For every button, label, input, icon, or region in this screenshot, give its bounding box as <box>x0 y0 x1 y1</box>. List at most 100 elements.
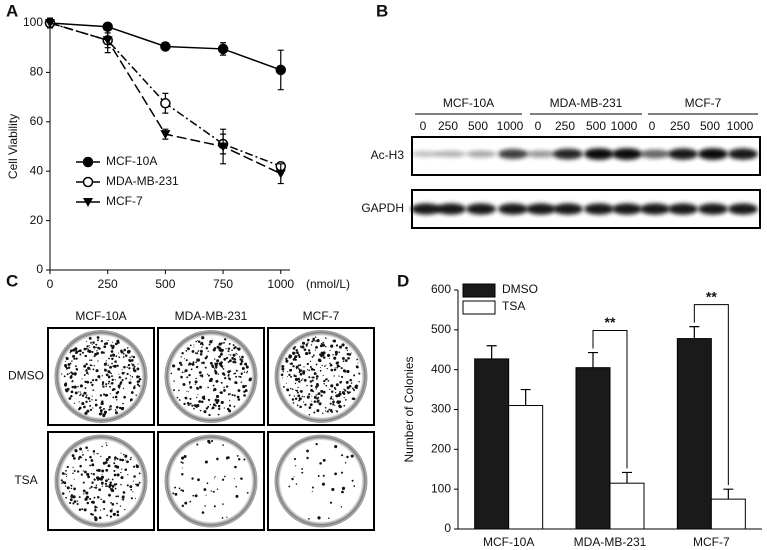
colony <box>297 365 299 368</box>
colony <box>341 356 345 360</box>
colony <box>233 405 236 408</box>
colony <box>78 455 82 459</box>
colony <box>118 356 121 359</box>
colony <box>358 381 360 383</box>
colony <box>336 361 340 364</box>
colony <box>120 471 122 474</box>
colony <box>227 361 230 363</box>
colony <box>329 363 333 367</box>
colony <box>85 396 88 398</box>
colony <box>75 357 78 360</box>
colony <box>66 387 70 391</box>
colony <box>303 348 307 352</box>
colony <box>322 351 326 355</box>
colony <box>301 471 304 474</box>
colony <box>324 406 327 409</box>
colony <box>205 407 209 410</box>
colony <box>93 364 95 367</box>
colony <box>216 362 219 365</box>
colony <box>292 402 295 404</box>
colony <box>298 368 300 370</box>
colony <box>109 385 111 388</box>
colony <box>68 372 71 375</box>
colony <box>280 373 284 377</box>
colony <box>102 414 106 418</box>
x-tick-label: MCF-7 <box>693 535 730 549</box>
colony <box>306 362 309 366</box>
colony <box>293 374 296 376</box>
colony <box>83 374 86 376</box>
colony <box>196 443 199 446</box>
colony <box>60 373 63 375</box>
colony <box>122 402 124 405</box>
colony <box>217 413 220 416</box>
colony <box>101 469 105 473</box>
colony <box>328 357 330 359</box>
colony <box>87 348 89 351</box>
colony <box>97 453 99 455</box>
colony <box>86 409 90 413</box>
colony <box>334 367 336 369</box>
colony <box>78 391 80 393</box>
colony <box>246 372 248 374</box>
colony <box>68 397 72 400</box>
colony <box>311 356 314 358</box>
colony <box>94 399 97 402</box>
colony <box>130 497 133 500</box>
colony <box>312 376 315 379</box>
colony <box>122 498 125 501</box>
colony <box>311 486 314 489</box>
colony <box>118 376 121 379</box>
y-tick-label: 100 <box>431 481 451 495</box>
colony <box>108 455 111 459</box>
colony <box>129 375 132 377</box>
colony <box>293 476 295 478</box>
colony <box>89 487 91 489</box>
colony <box>208 379 212 383</box>
colony <box>321 482 326 486</box>
colony <box>313 372 317 375</box>
colony <box>220 348 224 352</box>
colony <box>212 348 216 352</box>
colony <box>215 366 218 369</box>
colony <box>95 346 97 349</box>
colony <box>216 345 220 349</box>
dish <box>274 330 368 423</box>
colony <box>176 396 179 399</box>
colony <box>86 501 90 505</box>
colony <box>114 395 118 399</box>
colony <box>331 411 334 413</box>
colony <box>317 475 320 477</box>
colony <box>81 402 85 406</box>
colony <box>213 477 216 479</box>
colony <box>66 373 69 376</box>
colony <box>295 352 297 354</box>
colony <box>85 369 88 372</box>
colony <box>89 359 91 361</box>
colony <box>103 362 107 366</box>
colony <box>129 458 132 461</box>
colony <box>69 351 71 354</box>
colony <box>109 509 113 513</box>
colony <box>207 405 210 408</box>
colony <box>84 411 88 415</box>
colony <box>346 455 349 459</box>
colony <box>289 363 291 365</box>
colony <box>172 492 175 495</box>
colony <box>89 464 91 467</box>
colony <box>336 410 339 413</box>
colony <box>309 366 312 369</box>
colony <box>214 476 216 478</box>
colony <box>114 456 117 460</box>
colony <box>237 389 241 392</box>
y-tick-label: 0 <box>36 262 43 276</box>
colony <box>215 379 219 383</box>
colony <box>91 378 95 382</box>
colony <box>64 473 66 475</box>
colony <box>69 498 73 502</box>
panel-label: C <box>6 271 18 290</box>
colony <box>180 363 183 367</box>
colony <box>298 397 302 401</box>
colony <box>89 455 92 459</box>
colony <box>96 350 98 352</box>
